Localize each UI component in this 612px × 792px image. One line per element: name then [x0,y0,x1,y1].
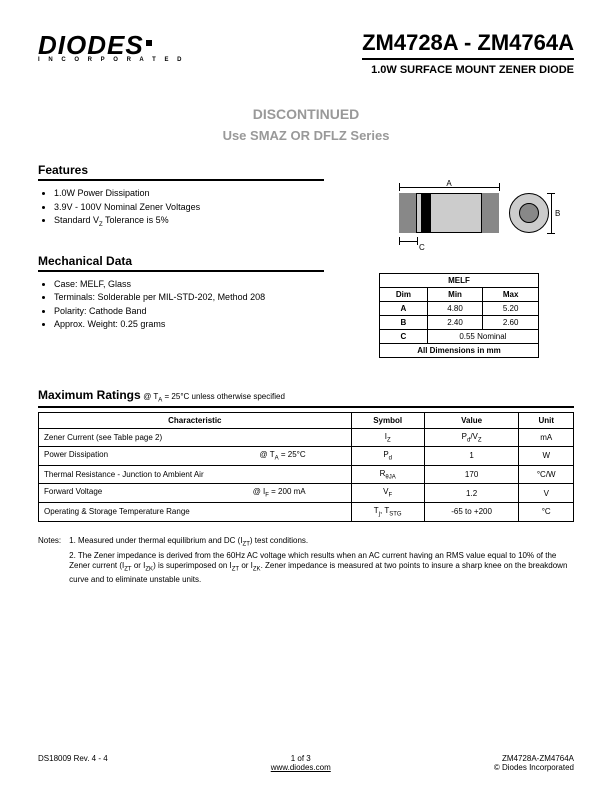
left-column: Features 1.0W Power Dissipation 3.9V - 1… [38,163,324,358]
footer-revision: DS18009 Rev. 4 - 4 [38,754,108,772]
dim-c-label: C [419,243,425,252]
content-columns: Features 1.0W Power Dissipation 3.9V - 1… [38,163,574,358]
page-footer: DS18009 Rev. 4 - 4 1 of 3 www.diodes.com… [38,754,574,772]
page-header: DIODES I N C O R P O R A T E D ZM4728A -… [38,30,574,76]
product-subtitle: 1.0W SURFACE MOUNT ZENER DIODE [362,64,574,76]
ratings-table: Characteristic Symbol Value Unit Zener C… [38,412,574,522]
footer-copyright: © Diodes Incorporated [494,763,574,772]
discontinued-replacement: Use SMAZ OR DFLZ Series [38,128,574,143]
notes-list: 1. Measured under thermal equilibrium an… [69,536,574,588]
mechanical-item: Case: MELF, Glass [54,278,324,292]
features-heading: Features [38,163,324,181]
ratings-heading: Maximum Ratings [38,388,141,402]
dim-b-label: B [555,209,560,218]
feature-item: 3.9V - 100V Nominal Zener Voltages [54,201,324,215]
note-item: 1. Measured under thermal equilibrium an… [69,536,574,549]
part-number-title: ZM4728A - ZM4764A [362,30,574,56]
title-block: ZM4728A - ZM4764A 1.0W SURFACE MOUNT ZEN… [362,30,574,76]
mechanical-list: Case: MELF, Glass Terminals: Solderable … [38,278,324,332]
discontinued-notice: DISCONTINUED [38,106,574,122]
ratings-section: Maximum Ratings @ TA = 25°C unless other… [38,388,574,522]
dim-table-header: MELF [380,274,539,288]
mechanical-heading: Mechanical Data [38,254,324,272]
dim-col: Min [427,288,483,302]
notes-section: Notes: 1. Measured under thermal equilib… [38,536,574,588]
table-row: A 4.80 5.20 [380,302,539,316]
footer-part: ZM4728A-ZM4764A [494,754,574,763]
dimension-table: MELF Dim Min Max A 4.80 5.20 B 2.40 2.60… [379,273,539,358]
mechanical-item: Terminals: Solderable per MIL-STD-202, M… [54,291,324,305]
footer-url: www.diodes.com [271,763,331,772]
company-logo: DIODES I N C O R P O R A T E D [38,30,185,63]
note-item: 2. The Zener impedance is derived from t… [69,551,574,585]
feature-item: 1.0W Power Dissipation [54,187,324,201]
footer-page: 1 of 3 [271,754,331,763]
table-row: Thermal Resistance - Junction to Ambient… [39,465,574,484]
package-diagram: A B C [369,173,549,263]
dim-table-footer: All Dimensions in mm [380,344,539,358]
ratings-col: Unit [519,412,574,428]
ratings-col: Characteristic [39,412,352,428]
logo-subtitle: I N C O R P O R A T E D [38,57,185,63]
features-list: 1.0W Power Dissipation 3.9V - 100V Nomin… [38,187,324,230]
mechanical-item: Polarity: Cathode Band [54,305,324,319]
feature-item: Standard VZ Tolerance is 5% [54,214,324,230]
cathode-band-icon [421,193,431,233]
footer-right: ZM4728A-ZM4764A © Diodes Incorporated [494,754,574,772]
title-rule [362,58,574,60]
table-row: Forward Voltage@ IF = 200 mA VF 1.2 V [39,484,574,503]
footer-center: 1 of 3 www.diodes.com [271,754,331,772]
table-row: Zener Current (see Table page 2) IZ Pd/V… [39,428,574,447]
mechanical-item: Approx. Weight: 0.25 grams [54,318,324,332]
table-row: Power Dissipation@ TA = 25°C Pd 1 W [39,447,574,466]
ratings-condition: @ TA = 25°C unless otherwise specified [143,392,285,401]
dim-col: Dim [380,288,428,302]
ratings-col: Symbol [351,412,424,428]
table-row: Operating & Storage Temperature Range Tj… [39,502,574,521]
ratings-col: Value [424,412,519,428]
table-row: C 0.55 Nominal [380,330,539,344]
dim-col: Max [483,288,539,302]
table-row: B 2.40 2.60 [380,316,539,330]
notes-label: Notes: [38,536,61,588]
right-column: A B C MELF Dim Min Max A 4.80 5.20 [344,163,574,358]
